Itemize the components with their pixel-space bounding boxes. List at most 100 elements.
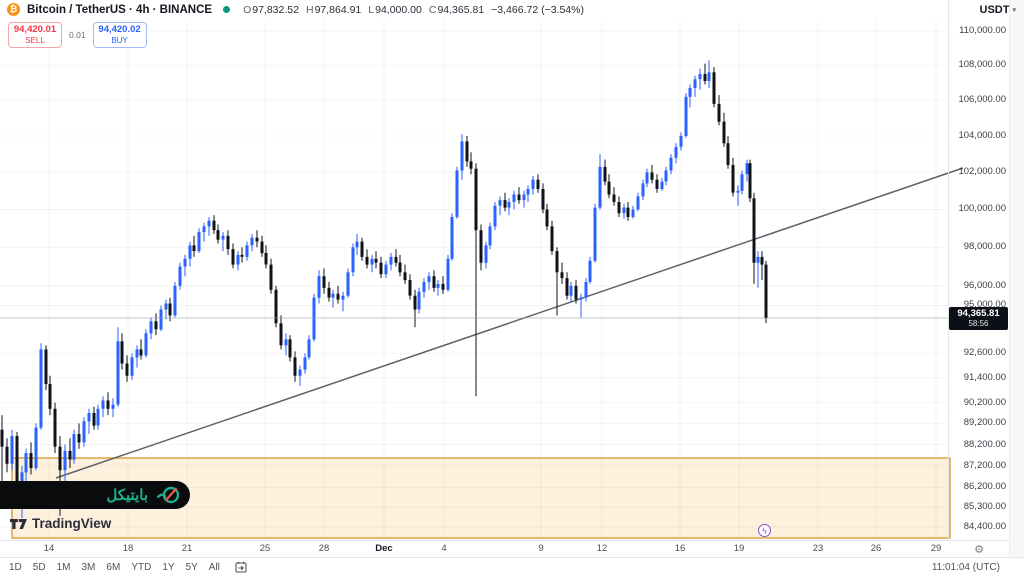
gear-icon[interactable]: ⚙	[974, 544, 984, 556]
candle-body	[10, 436, 14, 464]
candle-body	[379, 262, 383, 275]
candle-body	[149, 321, 153, 334]
candle-body	[58, 446, 62, 471]
candle-body	[212, 220, 216, 231]
candle-body	[555, 251, 559, 273]
time-tick-label: 29	[930, 543, 942, 554]
range-6m[interactable]: 6M	[106, 561, 121, 573]
symbol-title[interactable]: Bitcoin / TetherUS · 4h · BINANCE	[27, 3, 213, 16]
candle-body	[72, 434, 76, 460]
candle-body	[545, 209, 549, 227]
range-3m[interactable]: 3M	[81, 561, 96, 573]
candle-body	[365, 256, 369, 265]
candle-body	[231, 249, 235, 265]
candle-body	[717, 103, 721, 122]
candle-body	[745, 163, 749, 175]
candle-body	[226, 235, 230, 250]
chevron-down-icon: ▾	[1012, 7, 1016, 14]
trendline[interactable]	[55, 167, 964, 479]
range-ytd[interactable]: YTD	[131, 561, 152, 573]
candle-body	[593, 207, 597, 261]
range-1m[interactable]: 1M	[56, 561, 71, 573]
candle-body	[82, 421, 86, 443]
price-tick-label: 90,200.00	[963, 396, 1006, 408]
candle-body	[622, 207, 626, 214]
bar-countdown: 58:56	[968, 319, 989, 329]
tradingview-glyph-icon	[10, 518, 27, 529]
watermark-logo-icon	[156, 486, 180, 504]
candle-body	[408, 280, 412, 296]
candle-body	[240, 254, 244, 257]
candle-body	[684, 96, 688, 136]
candle-body	[20, 472, 24, 484]
price-tick-label: 86,200.00	[963, 481, 1006, 493]
ohlc-item: C94,365.81	[428, 3, 485, 16]
candle-body	[355, 241, 359, 248]
sell-label: SELL	[25, 35, 45, 45]
clock-utc[interactable]: 11:01:04 (UTC)	[931, 561, 1000, 573]
candle-body	[503, 200, 507, 208]
candle-body	[626, 207, 630, 217]
candle-body	[736, 190, 740, 193]
buy-price: 94,420.02	[98, 24, 141, 35]
candle-body	[341, 295, 345, 300]
candle-body	[465, 141, 469, 162]
sell-button[interactable]: 94,420.01 SELL	[8, 22, 62, 49]
candle-body	[116, 341, 120, 405]
event-flash-icon[interactable]: ϟ	[758, 524, 771, 537]
candle-body	[106, 400, 110, 409]
candle-body	[531, 179, 535, 189]
candle-body	[403, 272, 407, 281]
range-5y[interactable]: 5Y	[185, 561, 198, 573]
candle-body	[68, 450, 72, 460]
range-5d[interactable]: 5D	[32, 561, 46, 573]
time-tick-label: 21	[181, 543, 193, 554]
candle-body	[764, 264, 768, 319]
candle-body	[255, 237, 259, 242]
candle-body	[541, 189, 545, 210]
currency-unit-selector[interactable]: USDT ▾	[980, 4, 1016, 16]
candle-body	[674, 146, 678, 158]
candle-body	[173, 285, 177, 316]
candle-body	[360, 241, 364, 257]
candle-body	[245, 245, 249, 257]
candle-body	[188, 245, 192, 259]
price-axis[interactable]: 110,000.00 108,000.00 106,000.00 104,000.00…	[948, 0, 1011, 540]
price-tick-label: 88,200.00	[963, 438, 1006, 450]
trade-panel: 94,420.01 SELL 0.01 94,420.02 BUY	[8, 22, 147, 49]
candle-body	[207, 220, 211, 227]
candle-body	[48, 384, 52, 409]
candle-body	[450, 217, 454, 259]
candle-body	[346, 272, 350, 296]
price-tick-label: 84,400.00	[963, 521, 1006, 532]
go-to-date-icon[interactable]	[235, 561, 247, 573]
range-1d[interactable]: 1D	[9, 561, 22, 573]
ohlc-item: O97,832.52	[243, 3, 299, 16]
right-margin-strip	[1009, 0, 1024, 576]
axis-corner: ⚙	[948, 540, 1010, 558]
candle-body	[712, 72, 716, 104]
candle-body	[512, 194, 516, 202]
candle-body	[703, 74, 707, 81]
candle-body	[87, 413, 91, 422]
candle-body	[607, 181, 611, 195]
candle-body	[417, 291, 421, 310]
candle-body	[731, 165, 735, 193]
candle-body	[748, 163, 752, 199]
buy-button[interactable]: 94,420.02 BUY	[92, 22, 147, 49]
price-tick-label: 89,200.00	[963, 417, 1006, 429]
time-tick-label: 23	[812, 543, 824, 554]
time-tick-label: 4	[441, 543, 447, 554]
time-tick-label: 25	[259, 543, 271, 554]
candle-body	[579, 297, 583, 300]
candle-body	[455, 170, 459, 217]
bottom-toolbar: 1D 5D 1M 3M 6M YTD 1Y 5Y All 11:01:04 (UTC)	[0, 557, 1024, 576]
tradingview-logo[interactable]: TradingView	[10, 516, 111, 531]
candle-body	[507, 202, 511, 208]
range-all[interactable]: All	[208, 561, 220, 573]
price-tick-label: 95,000.00	[963, 299, 1006, 311]
time-axis[interactable]: 14 18 21 25 28 Dec 4 9 12 16 19 23 26 29	[0, 540, 948, 558]
candle-body	[298, 369, 302, 376]
range-1y[interactable]: 1Y	[162, 561, 175, 573]
